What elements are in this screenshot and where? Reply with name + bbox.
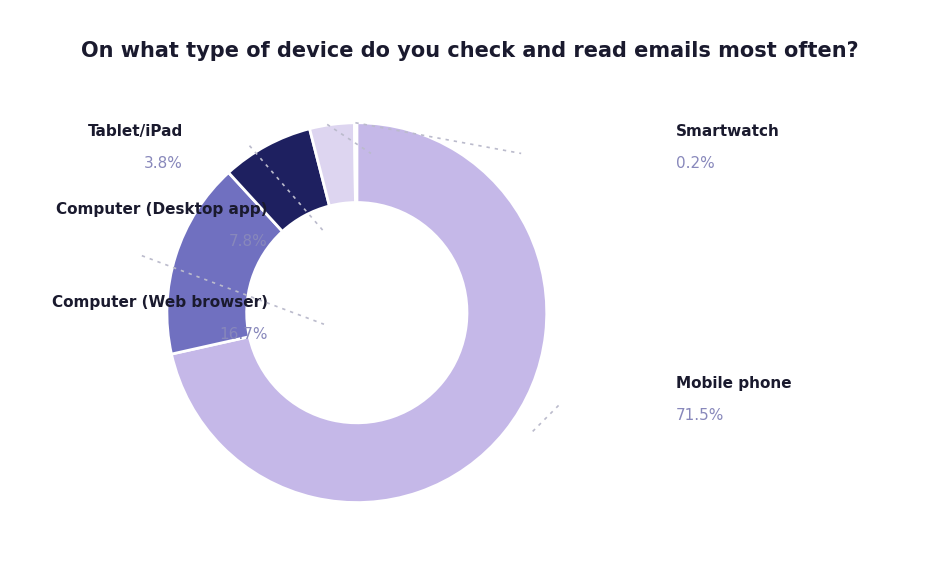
Text: 3.8%: 3.8%: [145, 156, 183, 171]
Text: Computer (Web browser): Computer (Web browser): [52, 295, 268, 310]
Text: Computer (Desktop app): Computer (Desktop app): [56, 202, 268, 217]
Text: Tablet/iPad: Tablet/iPad: [88, 124, 183, 139]
Wedge shape: [172, 123, 546, 503]
Text: 71.5%: 71.5%: [676, 408, 725, 423]
Text: 0.2%: 0.2%: [676, 156, 715, 171]
Wedge shape: [310, 123, 356, 206]
Text: Mobile phone: Mobile phone: [676, 376, 792, 391]
Text: 16.7%: 16.7%: [219, 327, 268, 342]
Wedge shape: [354, 123, 357, 203]
Text: Smartwatch: Smartwatch: [676, 124, 780, 139]
Text: On what type of device do you check and read emails most often?: On what type of device do you check and …: [81, 41, 858, 61]
Text: 7.8%: 7.8%: [229, 234, 268, 250]
Wedge shape: [228, 129, 330, 232]
Wedge shape: [167, 173, 283, 354]
